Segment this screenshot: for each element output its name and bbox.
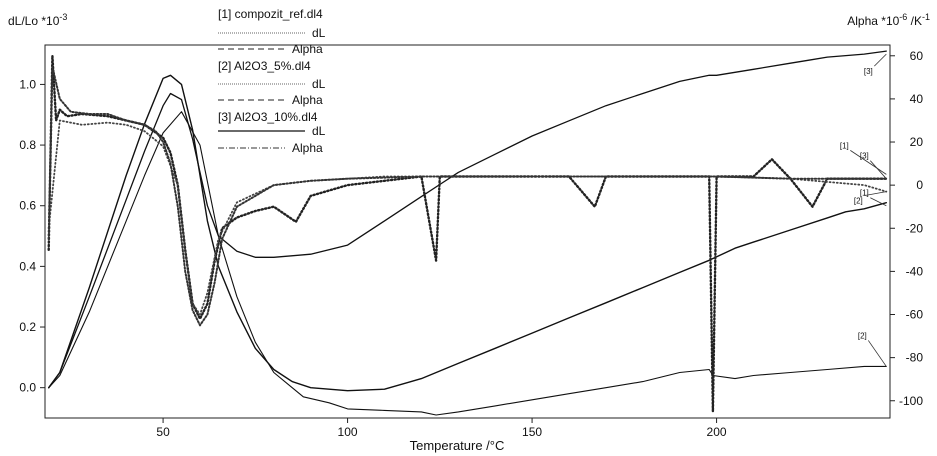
tick-layer: 50 100 150 2000.00.20.40.60.81.0-100-80-60-… xyxy=(19,49,923,439)
y-right-tick-label: 40 xyxy=(910,92,924,106)
end-marker-leader xyxy=(870,197,887,207)
series-line xyxy=(47,119,888,316)
x-tick-label: 150 xyxy=(522,425,542,439)
series-line xyxy=(48,111,887,416)
y-right-tick-label: 20 xyxy=(910,135,924,149)
end-marker-label: [3] xyxy=(860,152,869,161)
end-marker-label: [3] xyxy=(864,67,873,76)
series-line xyxy=(48,74,887,392)
end-marker-label: [1] xyxy=(840,141,849,150)
y-right-axis-title: Alpha *10-6 /K-1 xyxy=(847,12,930,28)
legend-label-2-alpha: Alpha xyxy=(292,93,323,107)
plot-frame xyxy=(44,44,891,419)
legend-file-2: [2] Al2O3_5%.dl4 xyxy=(218,59,311,73)
x-axis-title: Temperature /°C xyxy=(410,438,505,453)
y-right-tick-label: -40 xyxy=(906,264,924,278)
y-right-tick-label: -100 xyxy=(899,394,923,408)
end-marker-label: [1] xyxy=(860,189,869,198)
y-right-tick-label: -20 xyxy=(906,221,924,235)
end-marker-label: [2] xyxy=(858,331,867,340)
svg-text:Alpha *10-6 /K-1: Alpha *10-6 /K-1 xyxy=(847,12,930,28)
legend-file-3: [3] Al2O3_10%.dl4 xyxy=(218,110,318,124)
svg-text:dL/Lo *10-3: dL/Lo *10-3 xyxy=(8,12,67,28)
series-line xyxy=(47,54,888,413)
legend-label-1-dl: dL xyxy=(312,26,326,40)
y-left-tick-label: 0.4 xyxy=(19,259,36,273)
legend-label-3-dl: dL xyxy=(312,124,326,138)
legend-label-1-alpha: Alpha xyxy=(292,42,323,56)
series-layer xyxy=(47,50,888,416)
x-tick-label: 100 xyxy=(338,425,358,439)
y-right-tick-label: 0 xyxy=(916,178,923,192)
end-marker-leader xyxy=(850,150,887,175)
y-left-tick-label: 0.0 xyxy=(19,381,36,395)
y-right-tick-label: -60 xyxy=(906,308,924,322)
end-marker-leader xyxy=(870,160,887,179)
legend: [1] compozit_ref.dl4 dL Alpha [2] Al2O3_… xyxy=(218,7,326,155)
legend-label-3-alpha: Alpha xyxy=(292,141,323,155)
series-line xyxy=(48,50,887,389)
y-left-tick-label: 0.8 xyxy=(19,138,36,152)
x-tick-label: 200 xyxy=(707,425,727,439)
end-marker-leader xyxy=(864,191,887,197)
end-marker-leader xyxy=(867,340,887,367)
series-line xyxy=(47,65,888,327)
y-left-tick-label: 1.0 xyxy=(19,77,36,91)
y-left-axis-title: dL/Lo *10-3 xyxy=(8,12,67,28)
end-marker-leader xyxy=(874,53,887,67)
y-right-tick-label: -80 xyxy=(906,351,924,365)
y-right-tick-label: 60 xyxy=(910,49,924,63)
x-tick-label: 50 xyxy=(156,425,170,439)
y-left-tick-label: 0.2 xyxy=(19,320,36,334)
end-marker-layer: [3][1][2][1][3][2] xyxy=(840,53,887,367)
legend-label-2-dl: dL xyxy=(312,77,326,91)
end-marker-label: [2] xyxy=(854,197,863,206)
y-left-tick-label: 0.6 xyxy=(19,199,36,213)
legend-file-1: [1] compozit_ref.dl4 xyxy=(218,7,323,21)
